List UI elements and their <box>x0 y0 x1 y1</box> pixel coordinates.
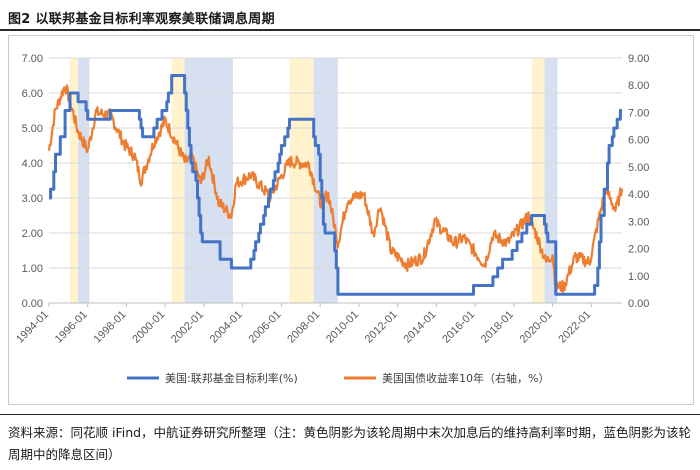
fed-funds-rate-line <box>49 74 622 296</box>
y-right-tick-label-9: 9.00 <box>628 53 649 65</box>
x-tick-label-11: 2016-01 <box>440 309 477 346</box>
legend-label-fed-funds: 美国:联邦基金目标利率(%) <box>165 371 298 385</box>
y-left-tick-label-1: 1.00 <box>22 263 43 275</box>
y-right-tick-label-3: 3.00 <box>628 216 649 228</box>
y-right-tick-label-0: 0.00 <box>628 298 649 310</box>
source-note: 资料来源：同花顺 iFind，中航证券研究所整理（注：黄色阴影为该轮周期中末次加… <box>8 425 692 462</box>
x-tick-label-14: 2022-01 <box>556 309 593 346</box>
yellow-shade-2 <box>289 58 314 303</box>
x-tick-label-7: 2008-01 <box>285 309 322 346</box>
x-tick-label-1: 1996-01 <box>53 309 90 346</box>
y-left-tick-label-5: 5.00 <box>22 123 43 135</box>
y-right-tick-label-5: 5.00 <box>628 162 649 174</box>
y-left-tick-label-6: 6.00 <box>22 88 43 100</box>
x-tick-label-6: 2006-01 <box>247 309 284 346</box>
x-tick-label-8: 2010-01 <box>324 309 361 346</box>
figure-title: 图2 以联邦基金目标利率观察美联储调息周期 <box>8 12 275 27</box>
y-left-tick-label-2: 2.00 <box>22 228 43 240</box>
y-right-tick-label-6: 6.00 <box>628 135 649 147</box>
line-chart: 0.00 1.00 2.00 3.00 4.00 5.00 6.00 7.00 0.00 1.00… <box>14 53 649 385</box>
x-tick-label-9: 2012-01 <box>363 309 400 346</box>
yellow-shade-1 <box>171 58 185 303</box>
title-divider <box>0 29 700 31</box>
y-left-tick-label-0: 0.00 <box>22 298 43 310</box>
legend-label-yield: 美国国债收益率10年（右轴，%） <box>382 371 549 385</box>
yellow-shade-0 <box>69 58 79 303</box>
x-tick-label-3: 2000-01 <box>130 309 167 346</box>
y-right-tick-label-7: 7.00 <box>628 107 649 119</box>
y-left-tick-label-3: 3.00 <box>22 193 43 205</box>
x-tick-label-12: 2018-01 <box>479 309 516 346</box>
y-left-tick-label-7: 7.00 <box>22 53 43 65</box>
chart-panel: 0.00 1.00 2.00 3.00 4.00 5.00 6.00 7.00 0.00 1.00… <box>8 35 694 405</box>
blue-shade-0 <box>78 58 90 303</box>
y-right-tick-label-1: 1.00 <box>628 271 649 283</box>
x-tick-label-4: 2002-01 <box>169 309 206 346</box>
x-tick-label-13: 2020-01 <box>518 309 555 346</box>
footnote-divider <box>0 414 700 415</box>
x-tick-label-10: 2014-01 <box>401 309 438 346</box>
blue-shade-1 <box>184 58 234 303</box>
yield-10y-line <box>47 84 624 293</box>
shading-layer <box>69 58 558 303</box>
x-tick-label-0: 1994-01 <box>14 309 51 346</box>
y-right-tick-label-2: 2.00 <box>628 244 649 256</box>
y-right-tick-label-4: 4.00 <box>628 189 649 201</box>
legend: 美国:联邦基金目标利率(%) 美国国债收益率10年（右轴，%） <box>127 371 549 385</box>
y-left-tick-label-4: 4.00 <box>22 158 43 170</box>
x-tick-label-5: 2004-01 <box>208 309 245 346</box>
y-right-tick-label-8: 8.00 <box>628 80 649 92</box>
x-tick-label-2: 1998-01 <box>92 309 129 346</box>
blue-shade-2 <box>313 58 338 303</box>
yellow-shade-3 <box>531 58 545 303</box>
series-layer <box>47 74 624 296</box>
